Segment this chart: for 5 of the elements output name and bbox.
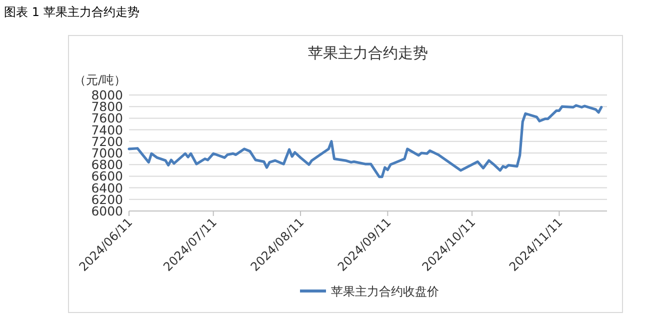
- legend-label: 苹果主力合约收盘价: [331, 284, 439, 298]
- y-axis-title: （元/吨）: [74, 73, 126, 87]
- chart-title: 苹果主力合约走势: [308, 44, 428, 62]
- text: 图表 1 苹果主力合约走势: [4, 5, 140, 19]
- line-series: [128, 104, 603, 178]
